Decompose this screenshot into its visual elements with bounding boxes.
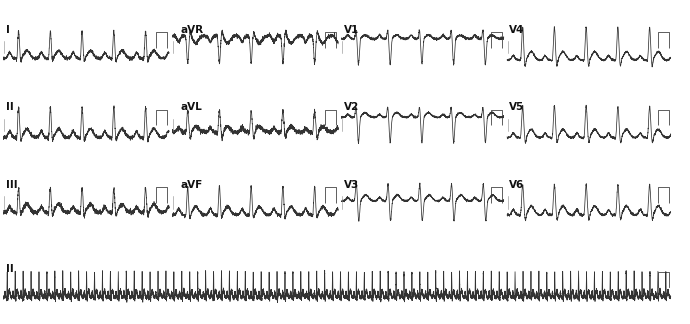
Text: V6: V6 bbox=[509, 180, 524, 190]
Text: aVR: aVR bbox=[181, 25, 204, 35]
Text: V5: V5 bbox=[509, 102, 524, 112]
Text: I: I bbox=[6, 25, 10, 35]
Text: V3: V3 bbox=[344, 180, 359, 190]
Text: V1: V1 bbox=[344, 25, 359, 35]
Text: V2: V2 bbox=[344, 102, 359, 112]
Text: aVL: aVL bbox=[181, 102, 203, 112]
Text: II: II bbox=[6, 264, 13, 274]
Text: V4: V4 bbox=[509, 25, 524, 35]
Text: III: III bbox=[6, 180, 17, 190]
Text: II: II bbox=[6, 102, 13, 112]
Text: aVF: aVF bbox=[181, 180, 203, 190]
